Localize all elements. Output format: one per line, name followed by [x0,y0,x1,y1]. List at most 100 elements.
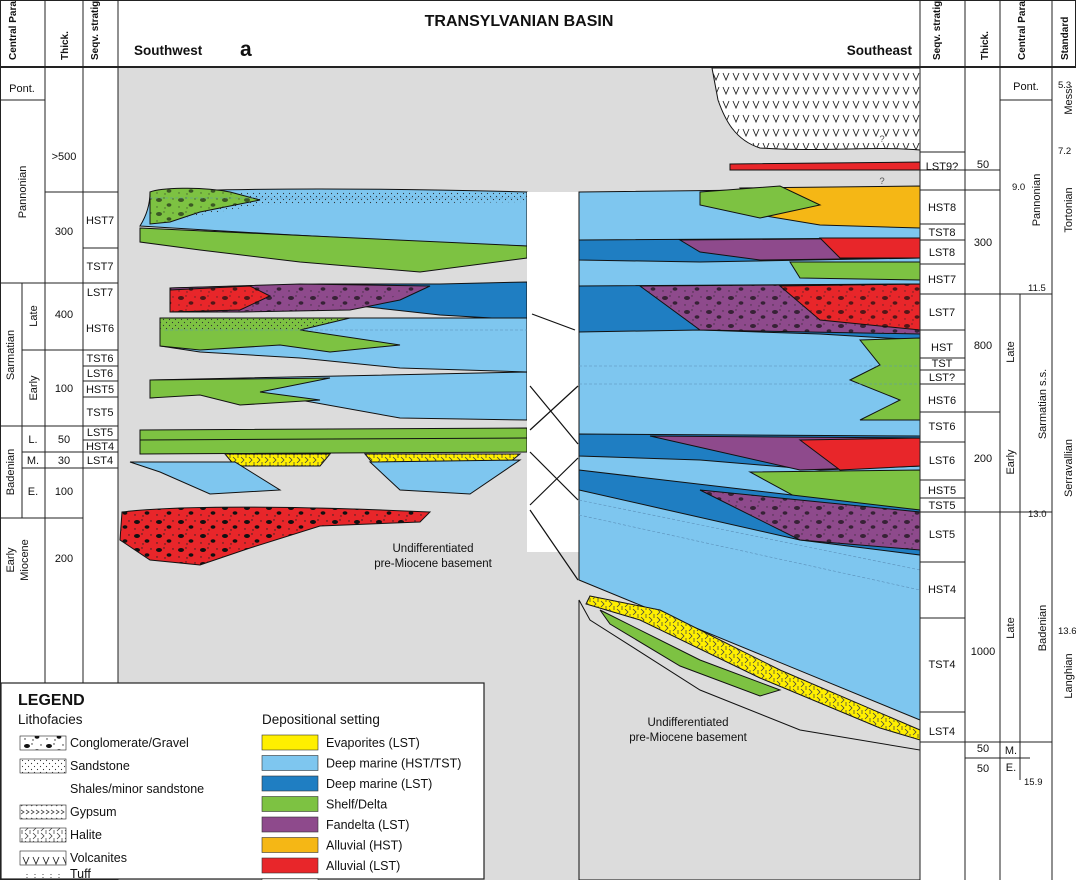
right-seq-hst: HST [931,342,953,354]
left-thick-400: 400 [55,309,73,321]
right-std-langhian: Langhian [1063,653,1075,698]
right-seq-lst-q: LST? [929,372,955,384]
right-seq-lst8: LST8 [929,247,955,259]
basement-label-right-2: pre-Miocene basement [629,732,747,744]
right-seq-hst7: HST7 [928,274,956,286]
left-stage-early: Early [5,547,17,573]
setting-swatch-6 [261,857,319,874]
left-thick-100b: 100 [55,486,73,498]
left-stage-pont: Pont. [9,83,35,95]
left-header-thick: Thick. [60,31,71,60]
right-seq-tst6: TST6 [929,421,956,433]
right-thick-1000: 1000 [971,646,995,658]
left-thick-50: 50 [58,434,70,446]
right-stage-pont: Pont. [1013,81,1039,93]
lithofacies-title: Lithofacies [18,712,83,727]
right-stage-badenian: Badenian [1037,605,1049,652]
left-seq-hst7: HST7 [86,215,114,227]
left-column-text: Pont. Pannonian Sarmatian Badenian Early… [5,83,114,581]
right-seq-hst8: HST8 [928,202,956,214]
setting-swatch-7 [261,878,319,880]
left-seq-lst7: LST7 [87,287,113,299]
right-thick-50c: 50 [977,763,989,775]
right-seq-tst8: TST8 [929,227,956,239]
left-sub-early: Early [28,375,40,401]
southeast-label: Southeast [847,43,913,58]
right-header-thick: Thick. [980,31,991,60]
age-7-2: 7.2 [1058,146,1071,157]
swatch-sandstone [19,758,67,774]
right-std-tortonian: Tortonian [1063,187,1075,232]
left-seq-hst4: HST4 [86,441,114,453]
right-thick-300: 300 [974,237,992,249]
panel-letter: a [240,38,252,61]
litho-label-1: Sandstone [70,759,130,773]
right-columns-bg [920,68,1076,880]
swatch-halite [19,827,67,843]
setting-swatches: Evaporites (LST) Deep marine (HST/TST) Dee… [261,734,461,880]
left-section [119,187,528,566]
litho-label-0: Conglomerate/Gravel [70,736,189,750]
right-seq-lst7: LST7 [929,307,955,319]
right-sub-late-b: Late [1005,617,1017,638]
left-stage-miocene: Miocene [19,539,31,581]
litho-label-2: Shales/minor sandstone [70,782,204,796]
right-stage-pannonian: Pannonian [1031,174,1043,227]
right-thick-50: 50 [977,159,989,171]
swatch-volcanites [19,850,67,866]
left-sub-late: Late [28,305,40,326]
legend-box [0,682,485,880]
left-header-seqv: Seqv. stratig. [90,0,101,60]
right-sub-early: Early [1005,449,1017,475]
basement-label-left-1: Undifferentiated [393,543,474,555]
right-std-serravallian: Serravallian [1063,439,1075,497]
header: TRANSYLVANIAN BASIN Southwest a Southeas… [0,0,1076,68]
setting-swatch-0 [261,734,319,751]
left-thick-500: >500 [52,151,77,163]
right-header-seqv: Seqv. stratig. [932,0,943,60]
setting-label-0: Evaporites (LST) [326,736,420,750]
left-thick-30: 30 [58,455,70,467]
setting-swatch-2 [261,775,319,792]
left-stage-pannonian: Pannonian [17,166,29,219]
basement-label-right-1: Undifferentiated [648,717,729,729]
age-9-0: 9.0 [1012,182,1025,193]
setting-label-2: Deep marine (LST) [326,777,432,791]
left-seq-lst4: LST4 [87,455,113,467]
right-seq-tst5: TST5 [929,500,956,512]
right-columns [919,0,1053,880]
swatch-conglomerate [19,735,67,751]
setting-swatch-4 [261,816,319,833]
setting-label-5: Alluvial (HST) [326,839,402,853]
age-13-6: 13.6 [1058,626,1076,637]
basement-label-left-2: pre-Miocene basement [374,558,492,570]
left-thick-100a: 100 [55,383,73,395]
question-mark-upper: ? [879,134,884,145]
swatch-tuff [20,874,66,878]
right-sub-e: E. [1006,762,1016,774]
setting-title: Depositional setting [262,712,380,727]
setting-swatch-1 [261,755,319,771]
right-thick-50b: 50 [977,743,989,755]
right-seq-lst9: LST9? [926,161,958,173]
left-sub-e: E. [28,486,38,498]
setting-label-3: Shelf/Delta [326,798,387,812]
litho-label-5: Volcanites [70,851,127,865]
right-thick-200: 200 [974,453,992,465]
age-15-9: 15.9 [1024,777,1043,788]
right-header-standard: Standard [1060,17,1071,60]
right-sub-late: Late [1005,341,1017,362]
swatch-gypsum [19,804,67,820]
age-11-5: 11.5 [1028,283,1046,294]
right-std-mess: Mess. [1063,85,1075,114]
right-header-parateth: Central Parateth. [1017,0,1028,60]
right-seq-hst6: HST6 [928,395,956,407]
litho-label-4: Halite [70,828,102,842]
setting-label-4: Fandelta (LST) [326,818,409,832]
left-sub-l: L. [28,434,37,446]
diagram-title: TRANSYLVANIAN BASIN [425,13,614,30]
setting-swatch-5 [261,837,319,853]
legend-title: LEGEND [18,692,85,709]
